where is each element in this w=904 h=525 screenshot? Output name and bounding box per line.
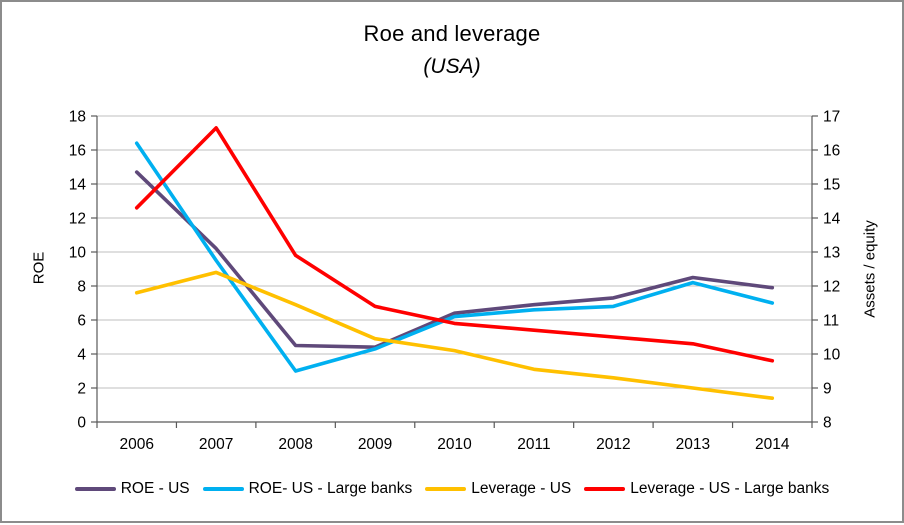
y-axis-right-tick-label: 16 [823,143,840,160]
series-line-roe-us [134,170,775,350]
y-axis-right-tick-label: 17 [823,109,840,126]
legend-item: Leverage - US - Large banks [584,480,829,498]
legend-label: Leverage - US - Large banks [630,480,830,497]
x-axis-tick-label: 2014 [755,436,790,453]
legend-swatch [584,487,626,491]
y-axis-left-tick-label: 18 [69,109,86,126]
y-axis-right-tick-label: 12 [823,279,840,296]
x-axis-tick-label: 2006 [119,436,153,453]
y-axis-left-tick-label: 8 [77,279,86,296]
y-axis-right-tick-label: 13 [823,245,840,262]
series-line-leverage-us [134,270,775,401]
y-axis-right-tick-label: 11 [823,313,839,330]
x-axis-tick-label: 2008 [278,436,312,453]
y-axis-left-tick-label: 4 [77,347,86,364]
x-axis-tick-label: 2007 [199,436,233,453]
y-axis-right-tick-label: 8 [823,415,832,432]
legend-label: ROE - US [120,480,190,497]
y-axis-left-tick-label: 6 [77,313,86,330]
legend-item: ROE - US [74,480,190,498]
y-axis-left-tick-label: 2 [77,381,86,398]
chart-subtitle: (USA) [423,55,481,78]
legend-item: Leverage - US [425,480,571,498]
chart-title: Roe and leverage [363,21,541,46]
legend-label: ROE- US - Large banks [248,480,413,497]
legend-swatch [74,487,116,491]
series-line-leverage-us-large-banks [134,126,775,363]
legend: ROE - US ROE- US - Large banks Leverage - … [2,480,902,498]
series-line-roe-us-large-banks [134,141,775,373]
legend-item: ROE- US - Large banks [202,480,413,498]
x-axis-tick-label: 2013 [676,436,710,453]
y-axis-left-tick-label: 0 [77,415,86,432]
y-axis-right-tick-label: 14 [823,211,841,228]
legend-label: Leverage - US [471,480,572,497]
y-axis-right-tick-label: 15 [823,177,840,194]
y-axis-right-tick-label: 10 [823,347,841,364]
x-axis-tick-label: 2009 [358,436,392,453]
y-axis-right-tick-label: 9 [823,381,832,398]
y-axis-left-tick-label: 16 [69,143,86,160]
legend-swatch [425,487,467,491]
x-axis-tick-label: 2010 [437,436,472,453]
x-axis-tick-label: 2011 [517,436,550,453]
legend-swatch [202,487,244,491]
y-axis-left-tick-label: 10 [69,245,87,262]
y-axis-left-tick-label: 12 [69,211,86,228]
y-axis-left-tick-label: 14 [69,177,87,194]
x-axis-tick-label: 2012 [596,436,630,453]
